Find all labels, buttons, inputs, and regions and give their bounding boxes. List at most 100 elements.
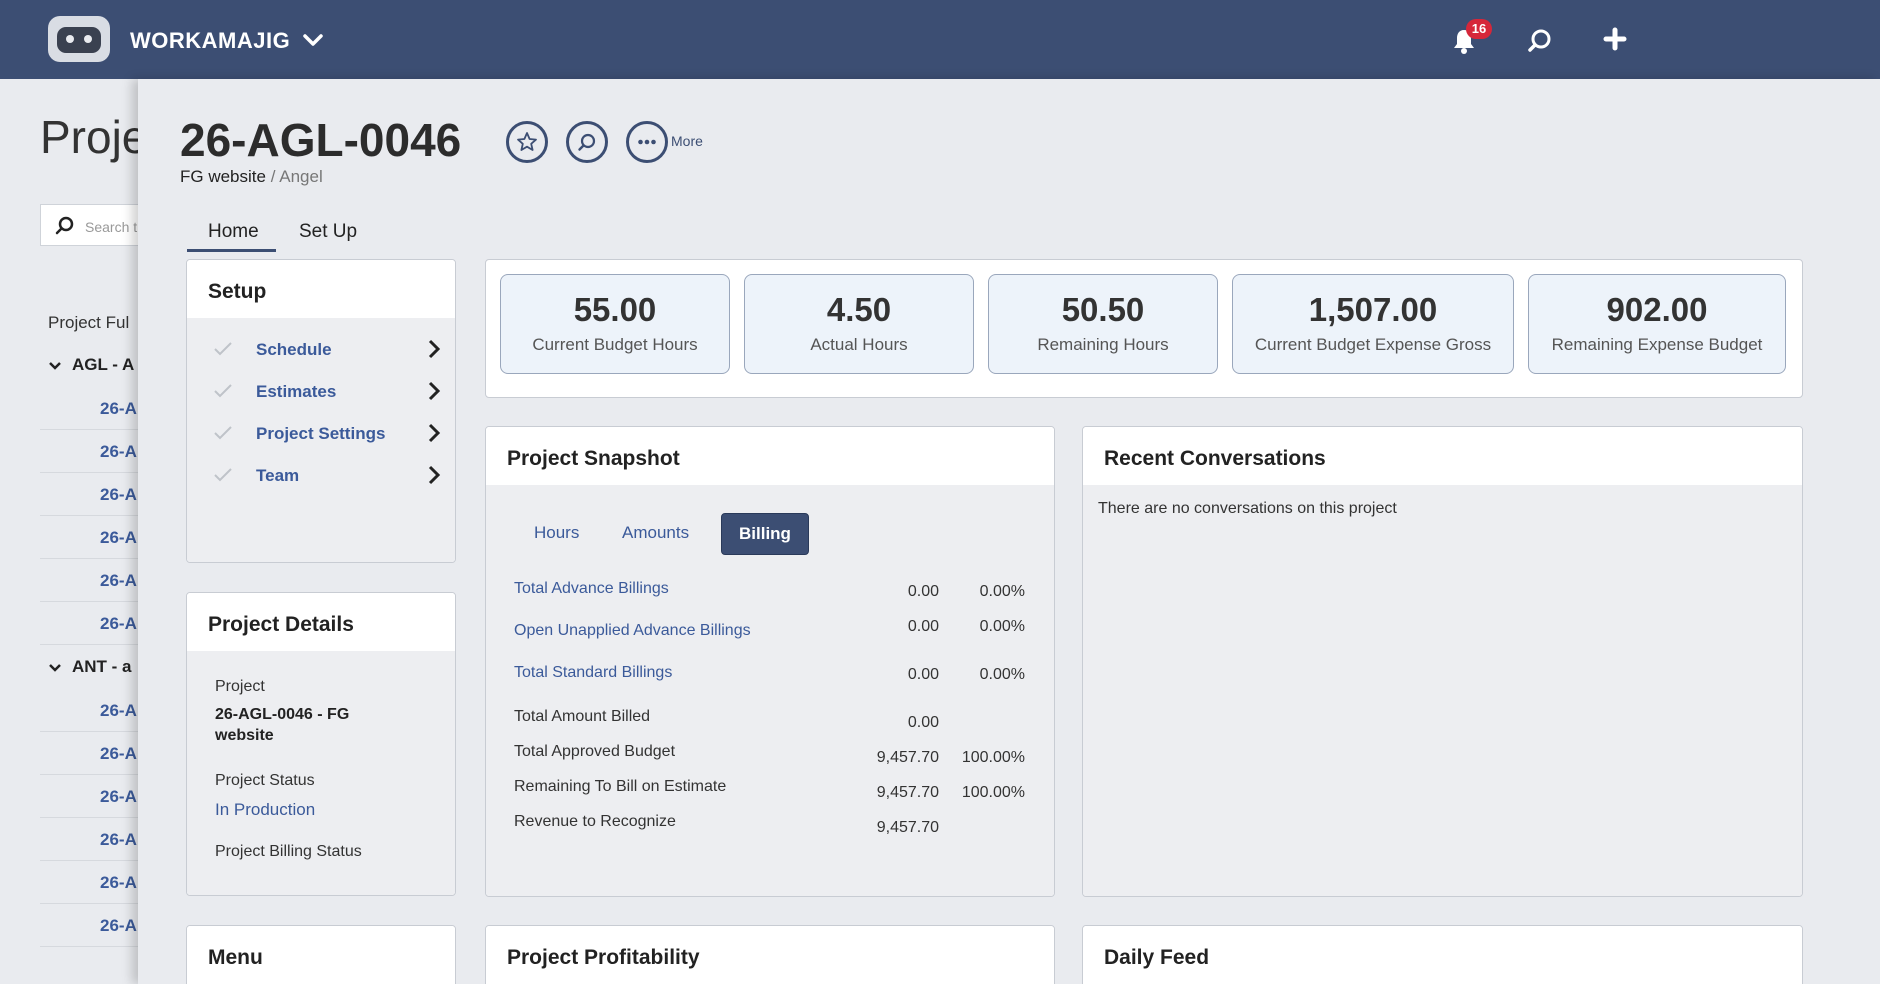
billing-row-percent: 0.00% xyxy=(979,618,1025,635)
checkmark-icon xyxy=(214,426,232,440)
list-item[interactable]: 26-A xyxy=(40,818,140,861)
kpi-remaining-expense-budget: 902.00 Remaining Expense Budget xyxy=(1528,274,1786,374)
project-details-title: Project Details xyxy=(187,593,455,651)
search-icon xyxy=(55,216,74,235)
billing-row-label[interactable]: Total Advance Billings xyxy=(514,580,669,597)
menu-card-title: Menu xyxy=(187,926,455,984)
search-placeholder: Search t xyxy=(85,219,138,235)
list-item[interactable]: 26-A xyxy=(40,689,140,732)
background-search-input[interactable]: Search t xyxy=(40,204,160,246)
list-item[interactable]: 26-A xyxy=(40,602,140,645)
list-item[interactable]: 26-A xyxy=(40,559,140,602)
billing-row-label: Total Approved Budget xyxy=(514,743,676,760)
notification-count-badge[interactable]: 16 xyxy=(1466,19,1492,39)
chevron-right-icon xyxy=(428,381,441,401)
breadcrumb-owner[interactable]: Angel xyxy=(279,167,323,186)
billing-row-percent: 0.00% xyxy=(979,666,1025,683)
project-detail-panel: 26-AGL-0046 More FG website / Angel Home… xyxy=(138,79,1880,984)
setup-item-team[interactable]: Team xyxy=(213,464,443,490)
more-label[interactable]: More xyxy=(671,133,703,149)
snapshot-tab-amounts[interactable]: Amounts xyxy=(622,523,690,542)
active-tab-indicator xyxy=(187,249,276,252)
billing-row-percent: 100.00% xyxy=(961,749,1025,766)
billing-row-label: Total Amount Billed xyxy=(514,708,651,725)
setup-card: Setup Schedule Estimates Project Setting… xyxy=(186,259,456,563)
top-bar: WORKAMAJIG 16 xyxy=(0,0,1880,79)
more-button[interactable] xyxy=(626,121,668,163)
billing-row-label: Remaining To Bill on Estimate xyxy=(514,778,727,795)
column-header[interactable]: Project Ful xyxy=(48,313,130,332)
project-label: Project xyxy=(215,678,265,695)
setup-item-estimates[interactable]: Estimates xyxy=(213,380,443,406)
snapshot-tab-billing[interactable]: Billing xyxy=(721,513,809,555)
list-item[interactable]: 26-A xyxy=(40,387,140,430)
tab-set-up[interactable]: Set Up xyxy=(299,221,358,242)
chevron-right-icon xyxy=(428,339,441,359)
daily-feed-card: Daily Feed xyxy=(1082,925,1803,984)
background-page-title: Proje xyxy=(40,111,148,163)
list-item[interactable]: 26-A xyxy=(40,430,140,473)
project-profitability-title: Project Profitability xyxy=(486,926,1054,984)
star-icon xyxy=(517,132,537,151)
billing-row-value: 9,457.70 xyxy=(876,819,939,836)
kpi-remaining-hours: 50.50 Remaining Hours xyxy=(988,274,1218,374)
favorite-button[interactable] xyxy=(506,121,548,163)
no-conversations-text: There are no conversations on this proje… xyxy=(1098,500,1397,517)
daily-feed-title: Daily Feed xyxy=(1083,926,1802,984)
billing-row-value: 9,457.70 xyxy=(876,784,939,801)
search-icon xyxy=(578,133,596,151)
billing-row-value: 0.00 xyxy=(907,618,939,635)
project-snapshot-title: Project Snapshot xyxy=(486,427,1054,485)
setup-card-title: Setup xyxy=(187,260,455,318)
recent-conversations-card: Recent Conversations xyxy=(1082,426,1803,897)
ellipsis-icon xyxy=(638,139,656,145)
kpi-strip: 55.00 Current Budget Hours 4.50 Actual Hou… xyxy=(485,259,1803,398)
chevron-right-icon xyxy=(428,423,441,443)
plus-icon[interactable] xyxy=(1603,27,1627,51)
chevron-down-icon xyxy=(49,361,61,370)
breadcrumb-project-name[interactable]: FG website xyxy=(180,167,266,186)
billing-row-label: Revenue to Recognize xyxy=(514,813,676,830)
list-item[interactable]: 26-A xyxy=(40,775,140,818)
billing-row-value: 0.00 xyxy=(907,666,939,683)
billing-row-label[interactable]: Open Unapplied Advance Billings xyxy=(514,622,751,639)
billing-row-label[interactable]: Total Standard Billings xyxy=(514,664,673,681)
list-item[interactable]: 26-A xyxy=(40,861,140,904)
list-item[interactable]: 26-A xyxy=(40,516,140,559)
group-header[interactable]: ANT - a xyxy=(48,657,132,677)
list-item[interactable]: 26-A xyxy=(40,732,140,775)
billing-row-value: 9,457.70 xyxy=(876,749,939,766)
tab-home[interactable]: Home xyxy=(208,221,259,242)
project-value: 26-AGL-0046 - FG website xyxy=(215,706,350,744)
list-item[interactable]: 26-A xyxy=(40,904,140,947)
brand-name[interactable]: WORKAMAJIG xyxy=(130,28,291,53)
group-header[interactable]: AGL - A xyxy=(48,355,134,375)
menu-card: Menu xyxy=(186,925,456,984)
kpi-current-budget-expense-gross: 1,507.00 Current Budget Expense Gross xyxy=(1232,274,1514,374)
chevron-right-icon xyxy=(428,465,441,485)
billing-row-percent: 0.00% xyxy=(979,583,1025,600)
chevron-down-icon xyxy=(49,663,61,672)
snapshot-tab-hours[interactable]: Hours xyxy=(534,523,580,542)
breadcrumb-separator: / xyxy=(270,167,276,186)
kpi-current-budget-hours: 55.00 Current Budget Hours xyxy=(500,274,730,374)
setup-item-project-settings[interactable]: Project Settings xyxy=(213,422,443,448)
project-status-label: Project Status xyxy=(215,772,315,789)
breadcrumb: FG website / Angel xyxy=(180,167,323,187)
checkmark-icon xyxy=(214,468,232,482)
list-item[interactable]: 26-A xyxy=(40,473,140,516)
search-icon[interactable] xyxy=(1527,28,1553,54)
kpi-actual-hours: 4.50 Actual Hours xyxy=(744,274,974,374)
chevron-down-icon[interactable] xyxy=(302,32,324,48)
recent-conversations-title: Recent Conversations xyxy=(1083,427,1802,485)
project-details-card: Project Details Project 26-AGL-0046 - FG… xyxy=(186,592,456,896)
billing-row-percent: 100.00% xyxy=(961,784,1025,801)
setup-item-schedule[interactable]: Schedule xyxy=(213,338,443,364)
project-status-link[interactable]: In Production xyxy=(215,800,316,819)
search-button[interactable] xyxy=(566,121,608,163)
workamajig-logo-icon[interactable] xyxy=(48,16,110,62)
project-number-title: 26-AGL-0046 xyxy=(180,114,462,166)
billing-row-value: 0.00 xyxy=(907,583,939,600)
project-profitability-card: Project Profitability xyxy=(485,925,1055,984)
project-billing-status-label: Project Billing Status xyxy=(215,843,362,860)
